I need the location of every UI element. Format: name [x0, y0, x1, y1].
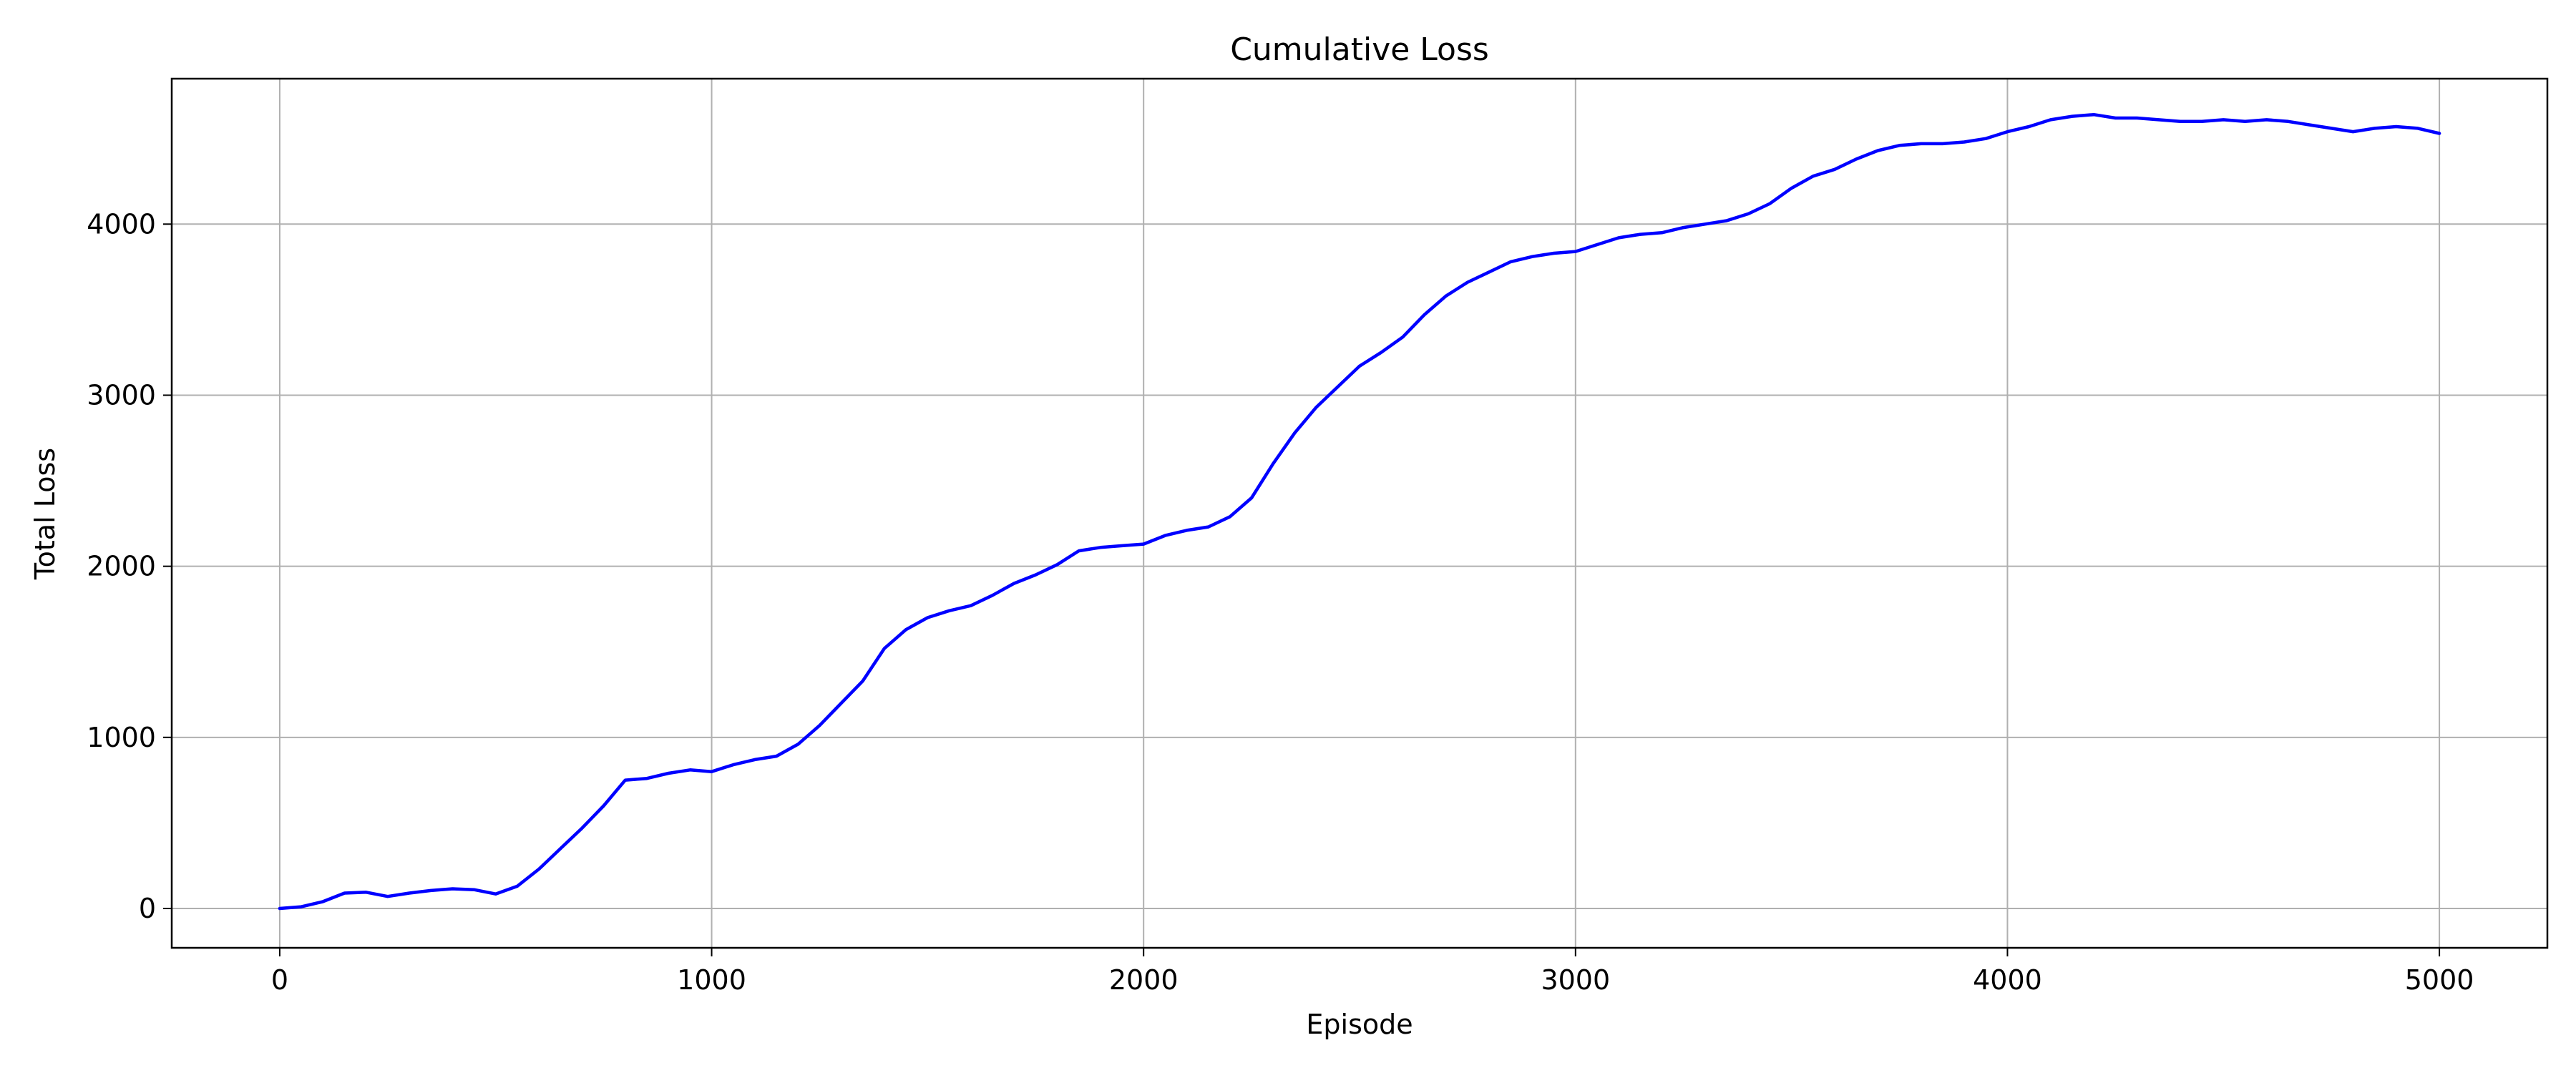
- y-tick-label: 1000: [87, 722, 156, 753]
- ticks: 0 1000 2000 3000 4000 5000 0 1000 2000 3000 4000: [87, 208, 2474, 996]
- y-axis-label: Total Loss: [29, 448, 61, 580]
- x-axis-label: Episode: [1306, 1009, 1413, 1040]
- x-tick-label: 1000: [677, 964, 746, 996]
- series-layer: [278, 112, 2441, 911]
- x-tick-label: 0: [271, 964, 288, 996]
- y-tick-label: 2000: [87, 551, 156, 582]
- plot-frame: [170, 77, 2549, 949]
- x-tick-label: 3000: [1541, 964, 1610, 996]
- y-tick-label: 4000: [87, 208, 156, 240]
- cumulative-loss-line: [278, 112, 2441, 911]
- y-tick-label: 3000: [87, 379, 156, 411]
- grid: [172, 79, 2547, 948]
- plot-area: [172, 79, 2547, 948]
- chart-title: Cumulative Loss: [1230, 31, 1489, 68]
- x-tick-label: 5000: [2405, 964, 2474, 996]
- x-tick-label: 4000: [1973, 964, 2042, 996]
- y-tick-label: 0: [139, 893, 156, 924]
- x-tick-label: 2000: [1109, 964, 1179, 996]
